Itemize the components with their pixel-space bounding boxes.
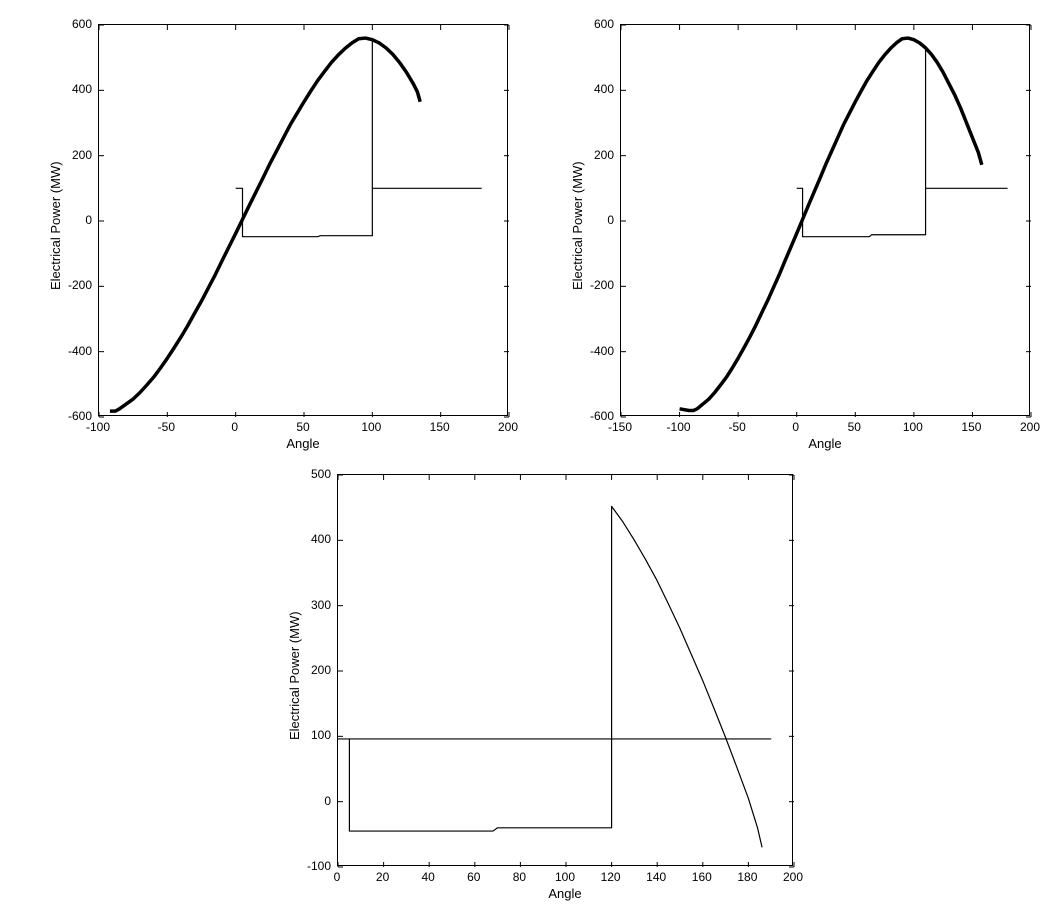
y-axis-label: Electrical Power (MW) xyxy=(287,611,302,740)
x-tick-label: -50 xyxy=(728,420,745,434)
chart-top-right: -150-100-50050100150200-600-400-20002004… xyxy=(540,8,1046,456)
x-tick-label: 100 xyxy=(903,420,923,434)
chart-bottom: 020406080100120140160180200-100010020030… xyxy=(251,460,813,910)
y-tick-label: -200 xyxy=(68,278,92,292)
x-tick-label: 60 xyxy=(467,870,480,884)
y-tick-label: -600 xyxy=(590,409,614,423)
series-sine-curve xyxy=(110,38,420,411)
y-tick-label: 600 xyxy=(594,17,614,31)
y-tick-label: 600 xyxy=(72,17,92,31)
y-tick-label: 0 xyxy=(607,213,614,227)
x-tick-label: 180 xyxy=(737,870,757,884)
y-axis-label: Electrical Power (MW) xyxy=(570,161,585,290)
x-tick-label: 160 xyxy=(692,870,712,884)
y-tick-label: 200 xyxy=(72,148,92,162)
x-tick-label: 150 xyxy=(430,420,450,434)
y-tick-label: 300 xyxy=(311,598,331,612)
y-tick-label: 0 xyxy=(324,794,331,808)
y-tick-label: 200 xyxy=(594,148,614,162)
y-tick-label: -200 xyxy=(590,278,614,292)
series-overlay-path xyxy=(236,40,482,237)
y-tick-label: -400 xyxy=(590,344,614,358)
y-tick-label: 0 xyxy=(85,213,92,227)
y-tick-label: 100 xyxy=(311,728,331,742)
x-tick-label: -50 xyxy=(158,420,175,434)
y-axis-label: Electrical Power (MW) xyxy=(48,161,63,290)
plot-area xyxy=(337,474,793,866)
x-tick-label: 80 xyxy=(513,870,526,884)
plot-svg xyxy=(621,25,1031,417)
x-tick-label: 100 xyxy=(555,870,575,884)
plot-svg xyxy=(99,25,509,417)
x-tick-label: 120 xyxy=(601,870,621,884)
y-tick-label: -100 xyxy=(307,859,331,873)
y-tick-label: 400 xyxy=(72,82,92,96)
x-axis-label: Angle xyxy=(337,886,793,901)
y-tick-label: 200 xyxy=(311,663,331,677)
y-tick-label: -600 xyxy=(68,409,92,423)
x-tick-label: 0 xyxy=(231,420,238,434)
chart-top-left: -100-50050100150200-600-400-200020040060… xyxy=(18,8,524,456)
x-tick-label: 100 xyxy=(361,420,381,434)
x-tick-label: 200 xyxy=(498,420,518,434)
x-axis-label: Angle xyxy=(620,436,1030,451)
x-tick-label: -100 xyxy=(667,420,691,434)
x-axis-label: Angle xyxy=(98,436,508,451)
x-tick-label: 50 xyxy=(296,420,309,434)
x-tick-label: 200 xyxy=(1020,420,1040,434)
x-tick-label: 150 xyxy=(961,420,981,434)
x-tick-label: 50 xyxy=(848,420,861,434)
x-tick-label: 0 xyxy=(334,870,341,884)
series-main-path xyxy=(349,506,762,847)
x-tick-label: 140 xyxy=(646,870,666,884)
plot-area xyxy=(98,24,508,416)
x-tick-label: 200 xyxy=(783,870,803,884)
y-tick-label: 500 xyxy=(311,467,331,481)
plot-svg xyxy=(338,475,794,867)
y-tick-label: 400 xyxy=(594,82,614,96)
x-tick-label: 40 xyxy=(422,870,435,884)
y-tick-label: 400 xyxy=(311,532,331,546)
series-sine-curve xyxy=(680,38,982,410)
plot-area xyxy=(620,24,1030,416)
y-tick-label: -400 xyxy=(68,344,92,358)
x-tick-label: 20 xyxy=(376,870,389,884)
x-tick-label: 0 xyxy=(792,420,799,434)
